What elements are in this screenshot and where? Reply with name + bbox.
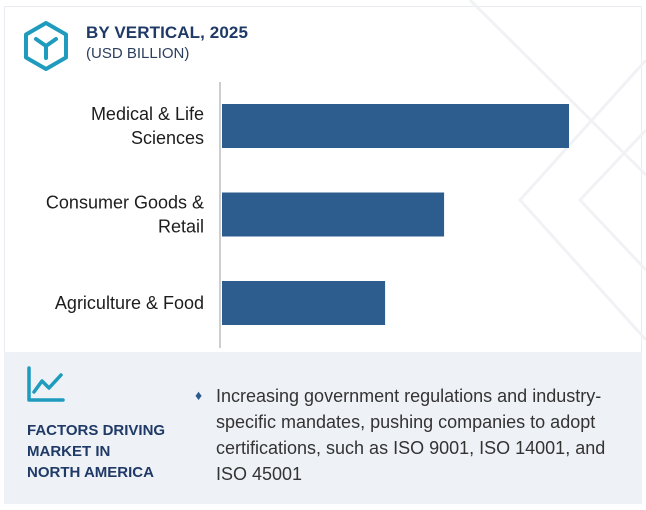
category-tick-label: Medical & Life xyxy=(91,104,204,124)
factor-bullet-text: Increasing government regulations and in… xyxy=(216,386,606,484)
chart-subtitle: (USD BILLION) xyxy=(86,45,190,62)
factors-heading-line: MARKET IN xyxy=(27,443,111,460)
cube-logo-icon xyxy=(24,21,68,71)
category-tick-label: Retail xyxy=(158,217,204,237)
bullet-diamond-icon: ♦ xyxy=(195,387,203,403)
category-tick-label: Consumer Goods & xyxy=(46,193,204,213)
line-chart-icon xyxy=(27,366,65,402)
factors-heading-line: FACTORS DRIVING xyxy=(27,422,166,439)
category-tick-label: Agriculture & Food xyxy=(55,293,204,313)
bar-chart: Medical & Life Sciences Consumer Goods & Re… xyxy=(46,82,569,348)
bar xyxy=(222,104,569,148)
category-tick-label: Sciences xyxy=(131,128,204,148)
factors-heading: FACTORS DRIVING MARKET IN NORTH AMERICA xyxy=(27,420,187,483)
factors-panel: FACTORS DRIVING MARKET IN NORTH AMERICA … xyxy=(4,352,642,504)
factors-heading-line: NORTH AMERICA xyxy=(27,464,154,481)
chart-title: BY VERTICAL, 2025 xyxy=(86,23,248,42)
bar xyxy=(222,192,445,237)
background-decoration xyxy=(468,0,646,342)
bar xyxy=(222,281,386,325)
